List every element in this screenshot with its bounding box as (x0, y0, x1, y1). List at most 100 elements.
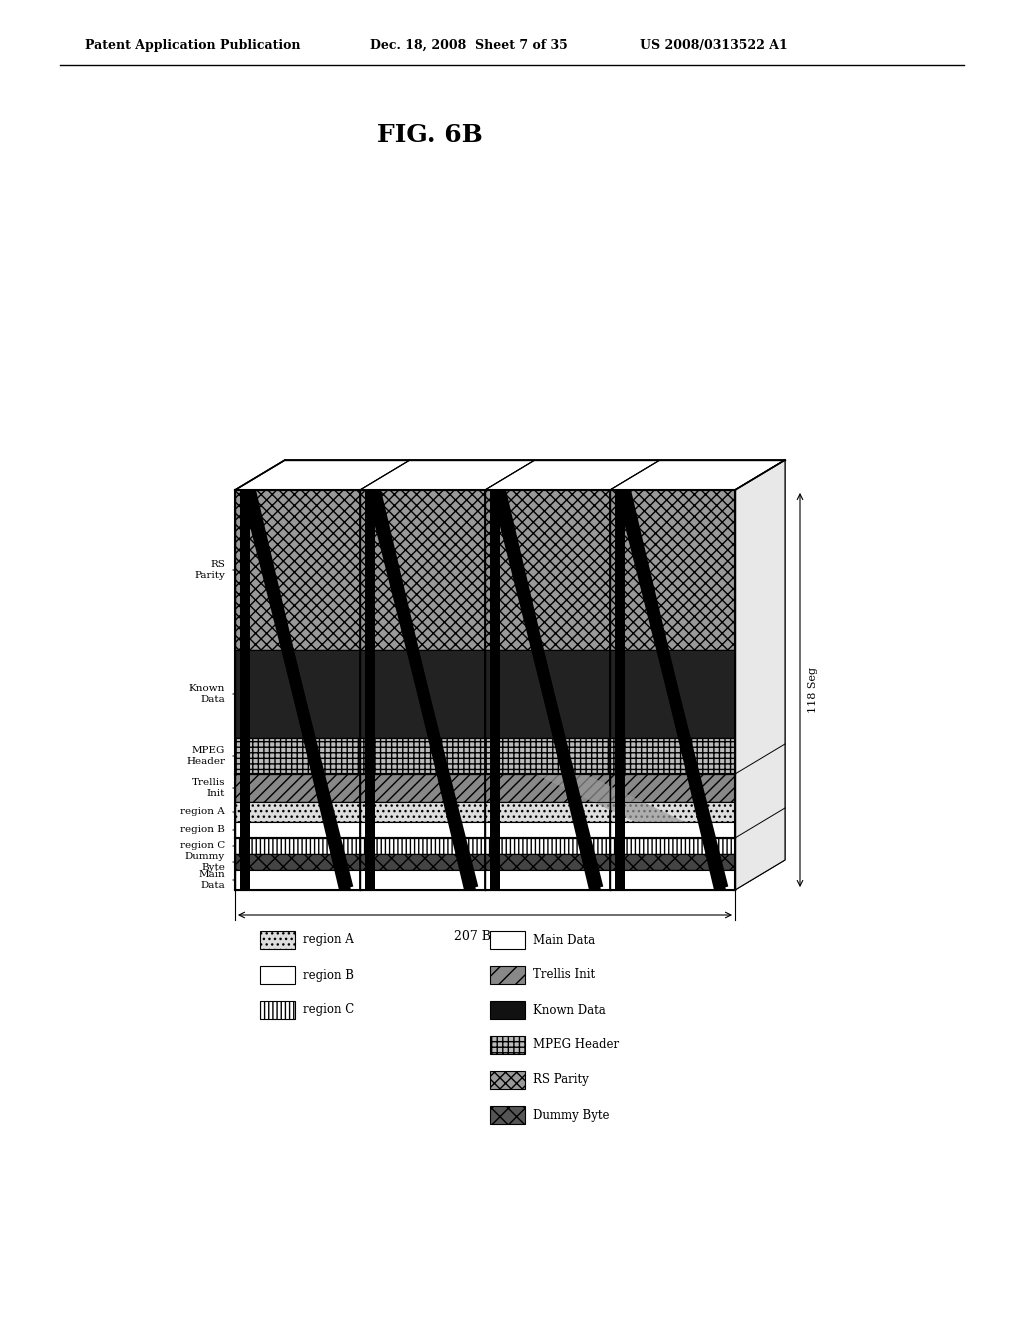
Polygon shape (485, 738, 610, 774)
Polygon shape (485, 490, 610, 649)
Polygon shape (535, 774, 685, 822)
Bar (490, 1001, 525, 1019)
Polygon shape (360, 774, 485, 803)
Polygon shape (485, 803, 610, 822)
Polygon shape (610, 870, 735, 890)
Polygon shape (610, 870, 735, 890)
Text: region A: region A (303, 933, 353, 946)
Polygon shape (485, 870, 610, 890)
Polygon shape (234, 803, 360, 822)
Text: MPEG Header: MPEG Header (534, 1039, 620, 1052)
Polygon shape (360, 803, 485, 822)
Polygon shape (234, 649, 360, 738)
Polygon shape (365, 490, 375, 890)
Polygon shape (485, 838, 610, 854)
Polygon shape (610, 822, 735, 838)
Text: region B: region B (180, 825, 225, 834)
Polygon shape (234, 774, 360, 803)
Polygon shape (234, 838, 360, 854)
Bar (490, 1106, 525, 1125)
Polygon shape (360, 854, 485, 870)
Polygon shape (234, 803, 360, 822)
Text: Known
Data: Known Data (188, 684, 225, 704)
Polygon shape (610, 649, 735, 738)
Polygon shape (485, 870, 610, 890)
Bar (260, 966, 295, 983)
Polygon shape (360, 738, 485, 774)
Polygon shape (234, 854, 360, 870)
Polygon shape (485, 774, 610, 803)
Polygon shape (360, 738, 485, 774)
Text: Main
Data: Main Data (199, 870, 225, 890)
Polygon shape (360, 838, 485, 854)
Text: Patent Application Publication: Patent Application Publication (85, 38, 300, 51)
Polygon shape (610, 459, 785, 490)
Text: Dec. 18, 2008  Sheet 7 of 35: Dec. 18, 2008 Sheet 7 of 35 (370, 38, 567, 51)
Polygon shape (360, 822, 485, 838)
Text: MPEG
Header: MPEG Header (186, 746, 225, 766)
Text: region C: region C (180, 842, 225, 850)
Polygon shape (360, 803, 485, 822)
Polygon shape (610, 649, 735, 738)
Polygon shape (735, 459, 785, 890)
Polygon shape (234, 870, 360, 890)
Polygon shape (485, 822, 610, 838)
Polygon shape (610, 854, 735, 870)
Polygon shape (360, 854, 485, 870)
Polygon shape (615, 490, 625, 890)
Polygon shape (234, 822, 360, 838)
Polygon shape (485, 822, 610, 838)
Polygon shape (360, 649, 485, 738)
Polygon shape (234, 822, 360, 838)
Polygon shape (610, 490, 735, 649)
Polygon shape (360, 490, 485, 649)
Polygon shape (485, 854, 610, 870)
Polygon shape (485, 803, 610, 822)
Text: Trellis
Init: Trellis Init (191, 779, 225, 797)
Polygon shape (610, 738, 735, 774)
Polygon shape (610, 838, 735, 854)
Text: Known Data: Known Data (534, 1003, 606, 1016)
Text: region C: region C (303, 1003, 354, 1016)
Text: 118 Seg: 118 Seg (808, 667, 818, 713)
Polygon shape (234, 490, 360, 649)
Polygon shape (234, 870, 360, 890)
Polygon shape (240, 490, 250, 890)
Polygon shape (244, 490, 351, 890)
Polygon shape (360, 838, 485, 854)
Polygon shape (360, 870, 485, 890)
Polygon shape (234, 738, 360, 774)
Polygon shape (234, 774, 360, 803)
Polygon shape (360, 774, 485, 803)
Bar (260, 1001, 295, 1019)
Text: US 2008/0313522 A1: US 2008/0313522 A1 (640, 38, 787, 51)
Polygon shape (234, 649, 360, 738)
Polygon shape (485, 649, 610, 738)
Polygon shape (234, 459, 410, 490)
Polygon shape (610, 738, 735, 774)
Polygon shape (494, 490, 601, 890)
Text: region A: region A (180, 808, 225, 817)
Bar (490, 1036, 525, 1053)
Polygon shape (485, 738, 610, 774)
Polygon shape (242, 491, 353, 890)
Polygon shape (360, 870, 485, 890)
Text: Dummy
Byte: Dummy Byte (184, 853, 225, 871)
Bar (260, 931, 295, 949)
Bar (490, 966, 525, 983)
Polygon shape (490, 490, 500, 890)
Polygon shape (610, 803, 735, 822)
Polygon shape (735, 459, 785, 890)
Polygon shape (618, 490, 726, 890)
Polygon shape (485, 490, 610, 649)
Polygon shape (367, 491, 478, 890)
Text: RS Parity: RS Parity (534, 1073, 589, 1086)
Polygon shape (485, 838, 610, 854)
Text: 207 Bytes: 207 Bytes (454, 931, 516, 942)
Polygon shape (360, 649, 485, 738)
Text: RS
Parity: RS Parity (195, 560, 225, 579)
Polygon shape (610, 774, 735, 803)
Polygon shape (610, 838, 735, 854)
Polygon shape (610, 803, 735, 822)
Text: Main Data: Main Data (534, 933, 595, 946)
